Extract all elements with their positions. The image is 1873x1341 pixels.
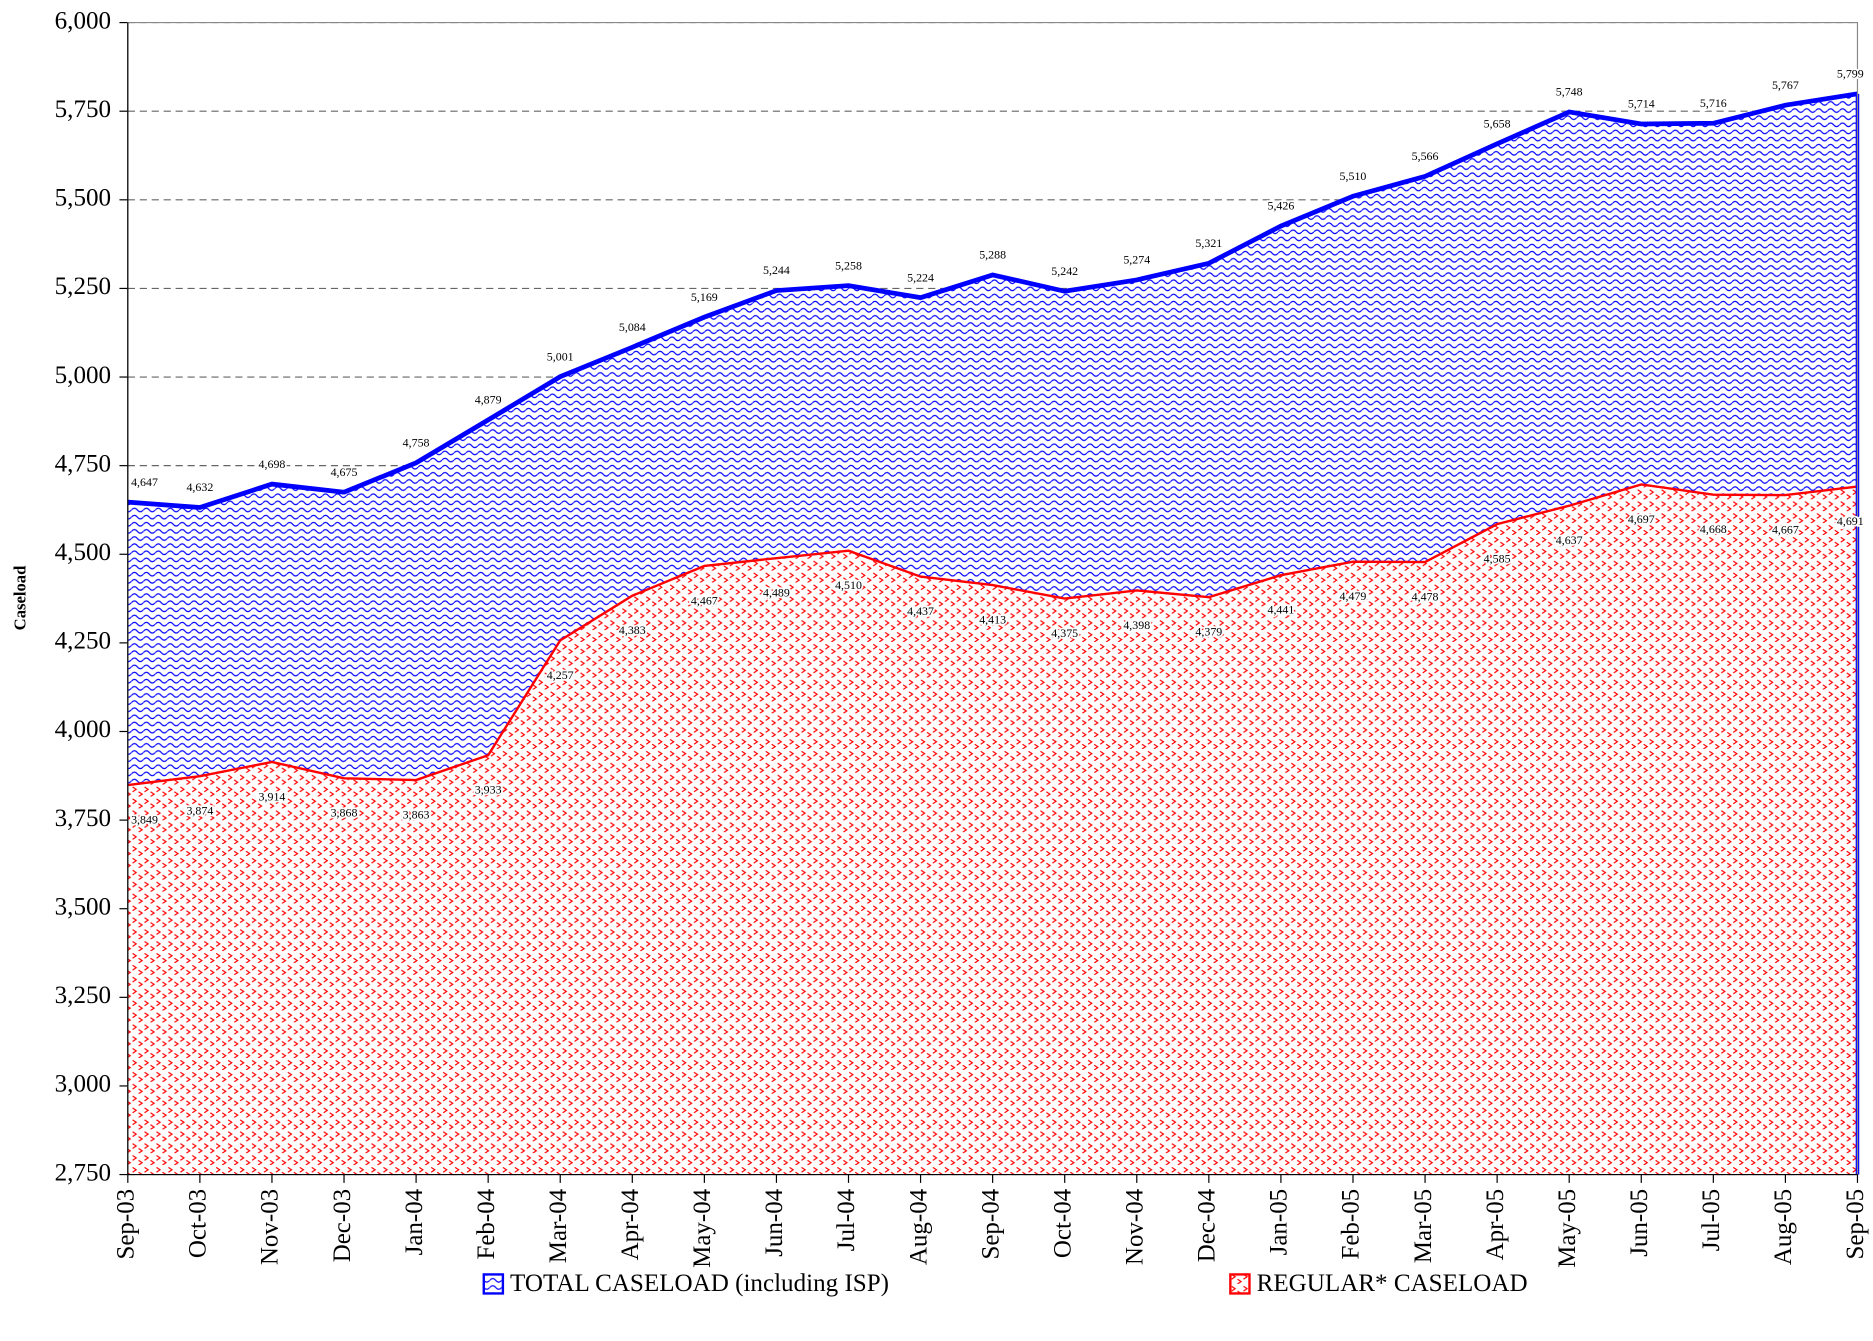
data-label: 3,874 (186, 804, 213, 818)
x-tick-label: Dec-03 (329, 1189, 356, 1262)
data-label: 5,274 (1123, 253, 1150, 267)
y-tick-label: 5,250 (55, 273, 111, 300)
legend-swatch (1229, 1273, 1251, 1295)
data-label: 4,758 (403, 436, 430, 450)
x-tick-label: Apr-04 (617, 1188, 644, 1260)
y-tick-label: 6,000 (55, 7, 111, 34)
data-label: 5,321 (1195, 236, 1222, 250)
y-axis-label: Caseload (10, 565, 29, 630)
data-label: 4,441 (1267, 603, 1294, 617)
data-label: 3,933 (475, 783, 502, 797)
data-label: 4,479 (1340, 589, 1367, 603)
data-label: 4,632 (186, 480, 213, 494)
y-tick-label: 4,750 (55, 450, 111, 477)
data-label: 5,714 (1628, 97, 1655, 111)
line (127, 483, 1858, 787)
y-tick-label: 5,000 (55, 362, 111, 389)
x-tick-label: Feb-05 (1338, 1189, 1365, 1260)
data-label: 4,879 (475, 393, 502, 407)
data-label: 5,748 (1556, 85, 1583, 99)
x-tick-label: Sep-04 (977, 1188, 1004, 1259)
data-label: 5,566 (1412, 149, 1439, 163)
x-tick-label: Sep-05 (1842, 1189, 1869, 1260)
x-tick-label: Aug-05 (1770, 1189, 1797, 1265)
data-label: 4,437 (907, 604, 934, 618)
data-label: 4,647 (131, 475, 158, 489)
x-tick-label: May-04 (689, 1188, 716, 1268)
data-label: 5,224 (907, 270, 934, 284)
data-label: 5,767 (1772, 78, 1799, 92)
data-label: 5,001 (547, 349, 574, 363)
x-tick-label: Oct-03 (185, 1189, 212, 1258)
x-tick-label: Jan-05 (1266, 1189, 1293, 1256)
x-tick-label: Oct-04 (1049, 1188, 1076, 1258)
data-label: 4,489 (763, 586, 790, 600)
y-tick-label: 3,500 (55, 893, 111, 920)
x-tick-label: Apr-05 (1482, 1189, 1509, 1261)
data-label: 5,258 (835, 258, 862, 272)
legend-label: TOTAL CASELOAD (including ISP) (510, 1270, 889, 1297)
data-label: 4,667 (1772, 522, 1799, 536)
y-tick-label: 3,750 (55, 805, 111, 832)
data-label: 4,398 (1123, 618, 1150, 632)
area (127, 484, 1858, 1175)
data-label: 5,716 (1700, 96, 1727, 110)
data-label: 4,383 (619, 623, 646, 637)
x-tick-label: Dec-04 (1194, 1188, 1221, 1262)
data-label: 3,849 (131, 812, 158, 826)
x-tick-label: Nov-04 (1121, 1188, 1148, 1265)
data-label: 4,675 (331, 465, 358, 479)
y-tick-label: 5,500 (55, 185, 111, 212)
legend-swatch (482, 1273, 505, 1295)
data-label: 5,658 (1484, 117, 1511, 131)
x-tick-label: Jul-05 (1698, 1189, 1725, 1251)
x-tick-label: Feb-04 (473, 1188, 500, 1259)
y-tick-label: 2,750 (55, 1159, 111, 1186)
data-label: 5,288 (979, 248, 1006, 262)
x-tick-label: May-05 (1554, 1189, 1581, 1268)
x-tick-label: Sep-03 (113, 1189, 140, 1260)
data-label: 3,868 (331, 806, 358, 820)
y-tick-label: 3,250 (55, 982, 111, 1009)
data-label: 4,691 (1837, 514, 1864, 528)
x-tick-label: Jul-04 (833, 1188, 860, 1251)
y-tick-label: 4,500 (55, 539, 111, 566)
data-label: 4,585 (1484, 552, 1511, 566)
data-label: 5,244 (763, 263, 790, 277)
data-label: 4,467 (691, 593, 718, 607)
data-label: 4,375 (1051, 626, 1078, 640)
data-label: 5,242 (1051, 264, 1078, 278)
x-tick-label: Jun-05 (1626, 1189, 1653, 1257)
legend-label: REGULAR* CASELOAD (1257, 1270, 1528, 1297)
data-label: 4,478 (1412, 589, 1439, 603)
y-tick-label: 4,250 (55, 628, 111, 655)
y-tick-label: 4,000 (55, 716, 111, 743)
data-label: 4,698 (259, 457, 286, 471)
x-tick-label: Nov-03 (257, 1189, 284, 1265)
line (127, 91, 1858, 510)
data-label: 4,510 (835, 578, 862, 592)
data-label: 4,413 (979, 613, 1006, 627)
data-label: 5,169 (691, 290, 718, 304)
x-tick-label: Mar-05 (1410, 1189, 1437, 1263)
data-label: 4,697 (1628, 512, 1655, 526)
y-tick-label: 3,000 (55, 1071, 111, 1098)
data-label: 5,084 (619, 320, 646, 334)
x-tick-label: Aug-04 (905, 1188, 932, 1265)
y-tick-label: 5,750 (55, 96, 111, 123)
x-tick-label: Jun-04 (761, 1188, 788, 1256)
data-label: 5,799 (1837, 67, 1864, 81)
data-label: 5,426 (1267, 199, 1294, 213)
data-label: 3,914 (259, 789, 286, 803)
data-label: 3,863 (403, 807, 430, 821)
data-label: 4,637 (1556, 533, 1583, 547)
data-label: 5,510 (1340, 169, 1367, 183)
x-tick-label: Jan-04 (401, 1188, 428, 1255)
data-label: 4,668 (1700, 522, 1727, 536)
x-tick-label: Mar-04 (545, 1188, 572, 1263)
data-label: 4,257 (547, 668, 574, 682)
data-label: 4,379 (1195, 625, 1222, 639)
